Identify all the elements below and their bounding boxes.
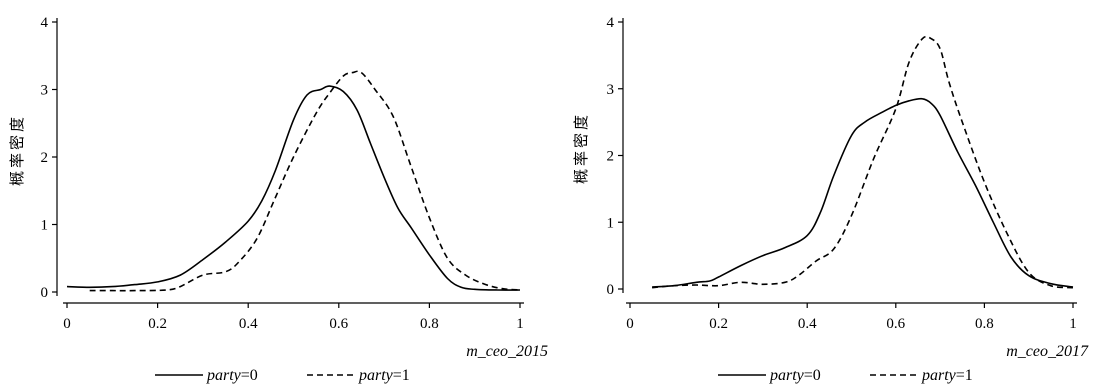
y-axis-label: 概率密度 [572, 112, 590, 184]
x-tick-label: 0.6 [886, 316, 905, 332]
x-tick-label: 0.8 [975, 316, 994, 332]
y-tick-label: 3 [607, 82, 615, 98]
x-axis-label: m_ceo_2017 [1006, 343, 1089, 360]
legend-label-value: =1 [393, 367, 410, 384]
legend-label-var: party [206, 367, 242, 384]
x-tick-label: 0.8 [420, 316, 439, 332]
x-tick-label: 0 [626, 316, 634, 332]
x-tick-label: 0.6 [329, 316, 348, 332]
legend-label-var: party [921, 367, 957, 384]
y-axis-label: 概率密度 [8, 114, 26, 186]
x-tick-label: 1 [1069, 316, 1077, 332]
x-tick-label: 0.2 [709, 316, 728, 332]
series-line-party-1 [89, 70, 521, 292]
legend-label-value: =0 [804, 367, 821, 384]
legend-label: party=0 [206, 367, 258, 384]
y-tick-label: 1 [607, 215, 615, 231]
legend-label-var: party [358, 367, 394, 384]
y-tick-label: 0 [41, 285, 49, 301]
x-tick-label: 0.2 [148, 316, 167, 332]
y-tick-label: 0 [607, 282, 615, 298]
y-tick-label: 2 [607, 149, 615, 165]
legend-label: party=1 [358, 367, 410, 384]
x-axis-label: m_ceo_2015 [466, 343, 548, 360]
series-line-party-0 [66, 85, 521, 291]
legend: party=0 party=1 [718, 367, 973, 384]
y-tick-label: 3 [41, 83, 49, 99]
y-tick-label: 4 [41, 15, 49, 31]
y-tick-label: 2 [41, 150, 49, 166]
x-tick-label: 1 [516, 316, 524, 332]
legend: party=0 party=1 [155, 367, 410, 384]
legend-label-value: =1 [956, 367, 973, 384]
legend-label-value: =0 [241, 367, 258, 384]
y-tick-label: 4 [607, 15, 615, 31]
x-tick-label: 0 [63, 316, 71, 332]
series-line-party-0 [652, 97, 1074, 288]
legend-label: party=0 [769, 367, 821, 384]
series-line-party-1 [652, 35, 1074, 289]
x-tick-label: 0.4 [798, 316, 817, 332]
x-tick-label: 0.4 [239, 316, 258, 332]
legend-label: party=1 [921, 367, 973, 384]
legend-label-var: party [769, 367, 805, 384]
y-tick-label: 1 [41, 218, 49, 234]
